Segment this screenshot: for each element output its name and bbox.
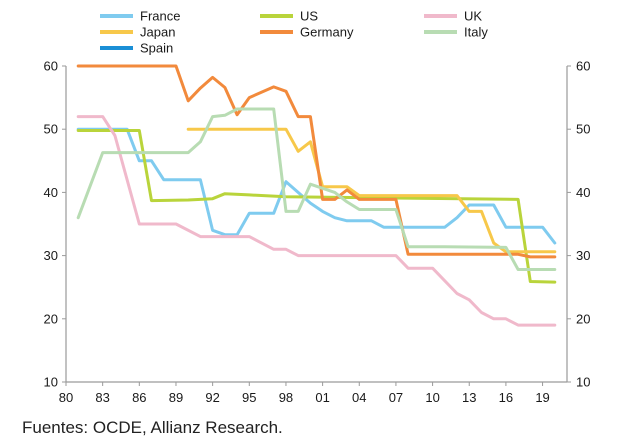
x-tick-label: 86 <box>132 390 146 405</box>
x-tick-label: 95 <box>242 390 256 405</box>
x-tick-label: 16 <box>499 390 513 405</box>
legend-label-germany: Germany <box>300 25 354 40</box>
x-tick-label: 89 <box>169 390 183 405</box>
y-tick-label-right: 40 <box>576 185 590 200</box>
series-line-japan <box>186 127 557 254</box>
legend-label-uk: UK <box>464 9 482 24</box>
y-tick-label-right: 10 <box>576 375 590 390</box>
x-tick-label: 92 <box>205 390 219 405</box>
series-line-uk <box>76 115 557 327</box>
y-tick-label-right: 20 <box>576 311 590 326</box>
y-tick-label-left: 10 <box>44 375 58 390</box>
axes: 10 10 20 20 30 30 40 40 50 50 60 60 80 83 86 89 92 95 98 01… <box>44 59 591 406</box>
legend-label-us: US <box>300 9 318 24</box>
y-tick-label-left: 20 <box>44 311 58 326</box>
legend: France US UK Japan Germany Italy Spain <box>100 9 488 56</box>
x-tick-label: 01 <box>315 390 329 405</box>
y-tick-label-right: 60 <box>576 59 590 74</box>
source-note: Fuentes: OCDE, Allianz Research. <box>22 418 283 437</box>
series-line-us <box>76 129 557 284</box>
x-tick-label: 19 <box>535 390 549 405</box>
legend-label-japan: Japan <box>140 25 175 40</box>
series-lines <box>76 64 557 327</box>
x-tick-label: 10 <box>425 390 439 405</box>
x-tick-label: 04 <box>352 390 366 405</box>
y-tick-label-left: 30 <box>44 248 58 263</box>
y-tick-label-left: 60 <box>44 59 58 74</box>
x-tick-label: 07 <box>389 390 403 405</box>
y-tick-label-right: 30 <box>576 248 590 263</box>
series-line-france <box>76 127 557 245</box>
legend-label-france: France <box>140 9 180 24</box>
legend-label-italy: Italy <box>464 25 488 40</box>
x-tick-label: 13 <box>462 390 476 405</box>
series-line-italy <box>76 107 557 271</box>
x-tick-label: 83 <box>95 390 109 405</box>
legend-label-spain: Spain <box>140 41 173 56</box>
x-tick-label: 98 <box>279 390 293 405</box>
x-tick-label: 80 <box>59 390 73 405</box>
y-tick-label-left: 40 <box>44 185 58 200</box>
y-tick-label-left: 50 <box>44 122 58 137</box>
y-tick-label-right: 50 <box>576 122 590 137</box>
